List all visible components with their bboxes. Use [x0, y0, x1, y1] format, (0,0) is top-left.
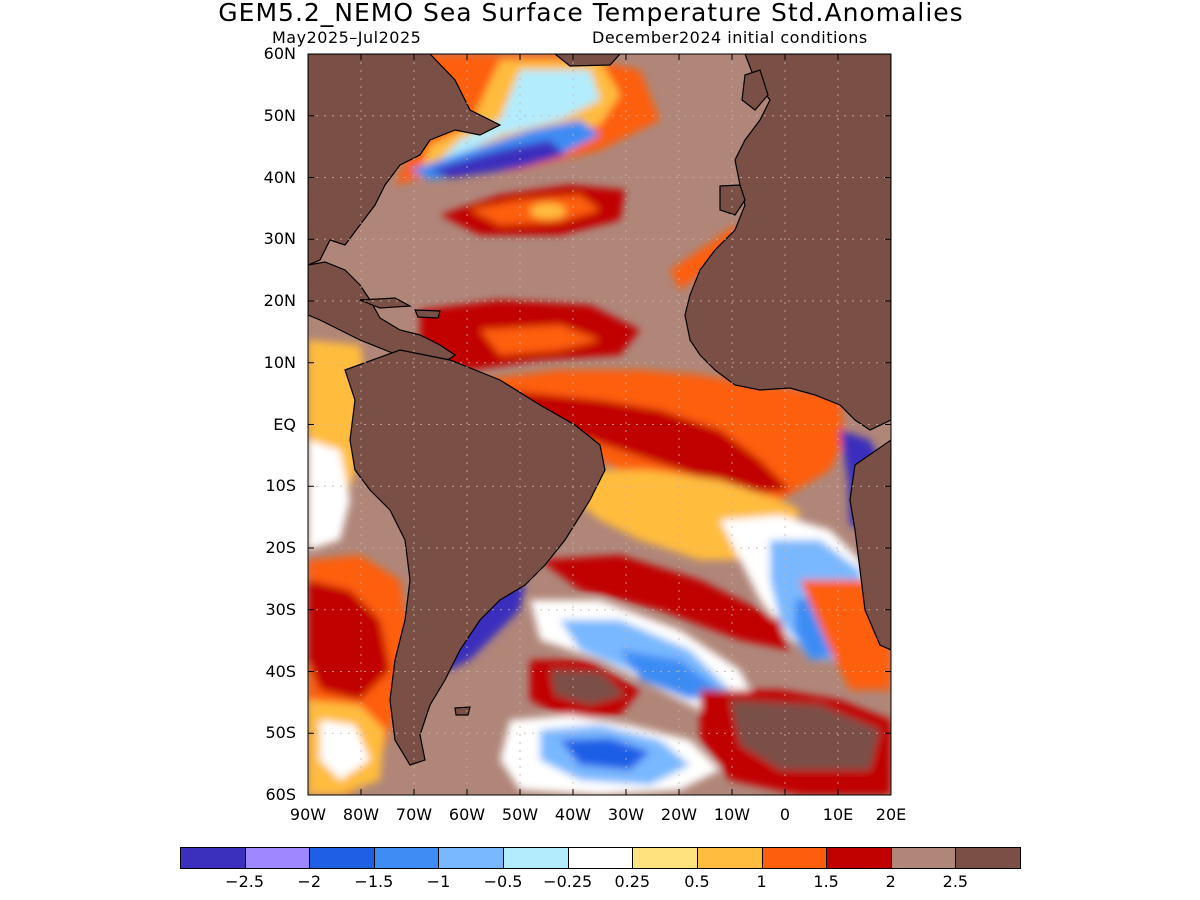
lat-label: 60S [265, 785, 296, 804]
colorbar-swatch [761, 847, 828, 869]
colorbar-label: 0.5 [684, 872, 710, 891]
colorbar-label: 1.5 [813, 872, 839, 891]
anomaly-field [308, 54, 891, 795]
lat-label: 10S [265, 476, 296, 496]
colorbar-swatch [567, 847, 634, 869]
initial-conditions: December2024 initial conditions [592, 28, 868, 47]
colorbar-swatch [438, 847, 505, 869]
colorbar-swatch [890, 847, 957, 869]
colorbar-label: 2.5 [942, 872, 969, 891]
colorbar-swatch [503, 847, 569, 869]
lat-label: 40S [265, 661, 296, 681]
colorbar-swatch [955, 847, 1021, 869]
lat-label: 20S [265, 538, 296, 557]
colorbar-label: 1 [756, 872, 767, 891]
lon-label: 80W [342, 805, 380, 824]
lon-label: 40W [554, 805, 592, 824]
graticule [308, 54, 891, 795]
lat-label: 20N [263, 291, 296, 310]
lon-label: 30W [607, 805, 645, 824]
lat-label: 60N [263, 44, 296, 63]
lat-label: 10N [263, 352, 296, 372]
lon-label: 0 [779, 805, 791, 824]
lat-label: 30N [263, 229, 296, 249]
colorbar-label: 0.25 [614, 872, 651, 891]
colorbar-label: −0.5 [483, 872, 523, 891]
land-masses [308, 54, 891, 766]
colorbar-label: −2.5 [225, 872, 265, 891]
lon-label: 90W [289, 805, 327, 824]
lat-label: 50S [265, 723, 296, 743]
lon-label: 70W [395, 805, 433, 824]
lat-label: EQ [273, 414, 296, 434]
map-title: GEM5.2_NEMO Sea Surface Temperature Std.… [218, 0, 964, 27]
colorbar-label: 2 [885, 872, 896, 891]
forecast-period: May2025–Jul2025 [272, 28, 422, 47]
lon-label: 20W [660, 805, 698, 824]
lon-label: 20E [875, 805, 907, 824]
colorbar-swatch [826, 847, 892, 869]
lat-label: 30S [265, 599, 296, 619]
lon-label: 10W [713, 805, 751, 824]
colorbar-swatch [632, 847, 698, 869]
lon-label: 60W [448, 805, 486, 824]
lon-label: 10E [822, 805, 854, 824]
axis-ticks [307, 53, 892, 796]
colorbar-swatch [309, 847, 375, 869]
colorbar-label: −1 [426, 872, 451, 891]
colorbar-swatch [373, 847, 440, 869]
colorbar-swatch [244, 847, 311, 869]
colorbar-label: −1.5 [354, 872, 394, 891]
colorbar-swatch [696, 847, 763, 869]
colorbar-label: −0.25 [543, 872, 593, 891]
lat-label: 50N [263, 105, 296, 125]
lat-label: 40N [263, 167, 296, 187]
colorbar-label: −2 [297, 872, 322, 891]
lon-label: 50W [501, 805, 539, 824]
colorbar-swatch [180, 847, 246, 869]
